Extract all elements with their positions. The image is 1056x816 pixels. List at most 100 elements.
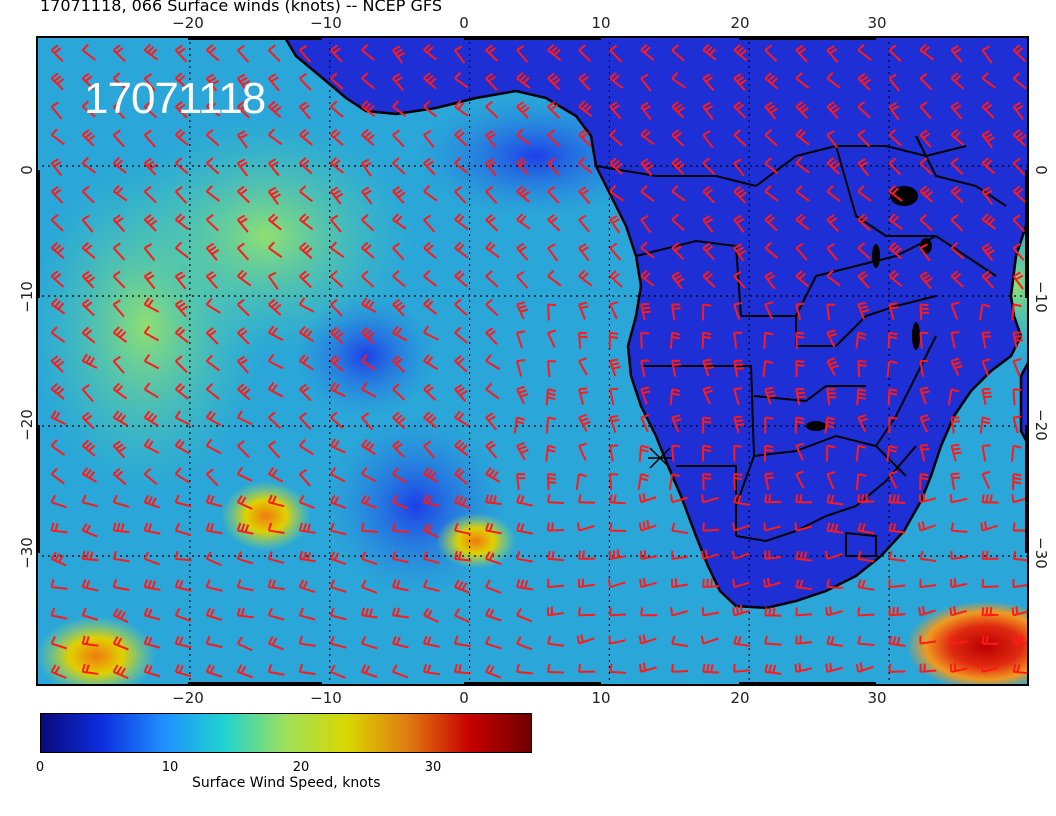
- wind-barb: [671, 414, 682, 433]
- wind-barb: [50, 241, 65, 259]
- wind-barb: [702, 386, 713, 405]
- wind-barb: [640, 607, 658, 617]
- wind-barb: [360, 664, 378, 678]
- wind-barb: [609, 358, 621, 377]
- wind-barb: [454, 186, 467, 204]
- wind-barb: [764, 185, 779, 202]
- wind-barb: [669, 331, 681, 349]
- wind-barb: [81, 607, 99, 621]
- wind-barb: [825, 606, 843, 617]
- wind-barb: [516, 522, 533, 535]
- wind-barb: [950, 214, 964, 232]
- wind-barb: [174, 44, 188, 63]
- wind-barb: [671, 100, 685, 119]
- wind-barb: [950, 270, 964, 288]
- wind-barb: [702, 303, 712, 321]
- wind-barb: [50, 297, 66, 315]
- wind-barb: [174, 186, 188, 204]
- wind-barb: [453, 635, 471, 648]
- lat-label-right: −30: [1032, 537, 1050, 569]
- wind-barb: [609, 301, 619, 320]
- wind-barb: [516, 157, 529, 176]
- wind-barb: [454, 100, 469, 117]
- wind-barb: [268, 100, 282, 119]
- wind-barb: [205, 551, 222, 567]
- wind-barb: [609, 44, 622, 63]
- wind-barb: [981, 243, 995, 262]
- wind-barb: [81, 411, 95, 430]
- wind-barb: [950, 101, 963, 120]
- wind-barb: [485, 522, 502, 535]
- wind-barb: [361, 297, 377, 313]
- wind-barb: [669, 388, 681, 406]
- wind-barb: [174, 438, 191, 455]
- wind-barb: [143, 607, 161, 621]
- wind-barb: [392, 298, 406, 317]
- wind-barb: [206, 44, 220, 62]
- wind-barb: [143, 243, 156, 262]
- wind-barb: [609, 522, 627, 532]
- wind-barb: [640, 269, 655, 287]
- wind-barb: [485, 241, 500, 259]
- colorbar-tick: 10: [161, 760, 179, 775]
- wind-barb: [547, 101, 560, 119]
- wind-barb: [112, 467, 127, 486]
- wind-barb: [702, 663, 720, 674]
- wind-barb: [205, 522, 223, 535]
- wind-barb: [329, 494, 347, 509]
- wind-barb: [733, 663, 751, 673]
- wind-barb: [485, 298, 499, 317]
- wind-barb: [454, 129, 468, 147]
- wind-barb: [515, 473, 526, 491]
- wind-barb: [267, 663, 285, 676]
- wind-barb: [764, 213, 778, 232]
- wind-barb: [112, 410, 128, 427]
- wind-barb: [236, 440, 250, 458]
- wind-barb: [267, 382, 284, 398]
- wind-barb: [81, 494, 99, 508]
- wind-barb: [762, 360, 774, 378]
- wind-barb: [485, 327, 498, 346]
- wind-barb: [112, 494, 130, 508]
- wind-barb: [50, 355, 65, 373]
- wind-barb: [1012, 242, 1025, 261]
- lon-label-bottom: 0: [459, 689, 469, 707]
- wind-barb: [578, 442, 588, 461]
- wind-barb: [453, 550, 471, 562]
- wind-barb: [298, 607, 316, 621]
- wind-barb: [516, 385, 529, 405]
- wind-barb: [267, 636, 285, 651]
- wind-barb: [205, 100, 221, 117]
- wind-barb: [888, 73, 901, 92]
- wind-barb: [919, 303, 929, 321]
- wind-barb: [578, 72, 591, 91]
- wind-barb: [454, 494, 471, 509]
- wind-barb: [298, 663, 316, 676]
- wind-barb: [329, 382, 346, 398]
- wind-barb: [143, 551, 160, 566]
- wind-barb: [454, 156, 469, 174]
- wind-barb: [391, 522, 409, 534]
- wind-barb: [298, 579, 316, 594]
- wind-barb: [50, 410, 67, 426]
- wind-barb: [608, 331, 619, 349]
- wind-barb: [949, 578, 968, 589]
- wind-barb: [733, 415, 745, 434]
- wind-barb: [392, 45, 406, 64]
- wind-barb: [855, 444, 867, 462]
- wind-barb: [702, 43, 717, 61]
- wind-barb: [795, 156, 810, 174]
- wind-barb: [1012, 331, 1024, 349]
- wind-barb: [981, 444, 991, 462]
- wind-barb: [423, 383, 437, 401]
- wind-barb: [330, 354, 344, 372]
- wind-barb: [919, 331, 929, 349]
- wind-barb: [236, 551, 254, 565]
- wind-barb: [701, 607, 720, 617]
- wind-barb: [825, 550, 843, 560]
- wind-barb: [423, 467, 439, 483]
- wind-barb: [299, 412, 312, 430]
- wind-barb: [112, 101, 126, 120]
- wind-barb: [764, 241, 779, 259]
- wind-barb: [826, 357, 839, 376]
